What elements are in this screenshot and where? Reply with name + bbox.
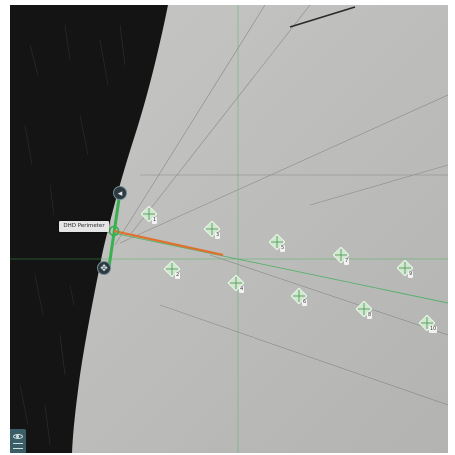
measure-origin <box>108 225 120 237</box>
indent-label: 8 <box>367 312 373 319</box>
indent-label: 2 <box>175 272 181 279</box>
measure-line <box>113 229 224 257</box>
measurement-tag: DHD Perimeter <box>59 221 109 232</box>
indent-label: 4 <box>239 286 245 293</box>
eye-pupil <box>16 435 19 438</box>
indent-label: 1 <box>152 217 158 224</box>
indent-marker[interactable]: 3 <box>203 220 221 241</box>
eye-icon <box>13 434 23 439</box>
indent-marker[interactable]: 6 <box>290 287 308 308</box>
perimeter-line <box>107 191 122 268</box>
indent-marker[interactable]: 4 <box>227 274 245 295</box>
indent-marker[interactable]: 2 <box>163 260 181 281</box>
handle-bottom-button[interactable]: ✥ <box>97 261 111 275</box>
indent-marker[interactable]: 8 <box>355 300 373 321</box>
indent-marker[interactable]: 7 <box>332 246 350 267</box>
indent-marker[interactable]: 9 <box>396 259 414 280</box>
menu-lines-icon <box>13 443 23 449</box>
view-toggle-button[interactable] <box>10 429 26 453</box>
indent-label: 10 <box>429 326 438 333</box>
indent-marker[interactable]: 10 <box>418 314 438 335</box>
indent-label: 6 <box>302 299 308 306</box>
microscope-viewport[interactable]: ◂ ✥ DHD Perimeter 1 2 3 4 5 6 7 8 9 10 <box>10 5 448 453</box>
indent-label: 5 <box>280 245 286 252</box>
indent-label: 7 <box>344 258 350 265</box>
handle-top-button[interactable]: ◂ <box>113 186 127 200</box>
indent-label: 9 <box>408 271 414 278</box>
indent-label: 3 <box>215 232 221 239</box>
indent-marker[interactable]: 5 <box>268 233 286 254</box>
indent-marker[interactable]: 1 <box>140 205 158 226</box>
